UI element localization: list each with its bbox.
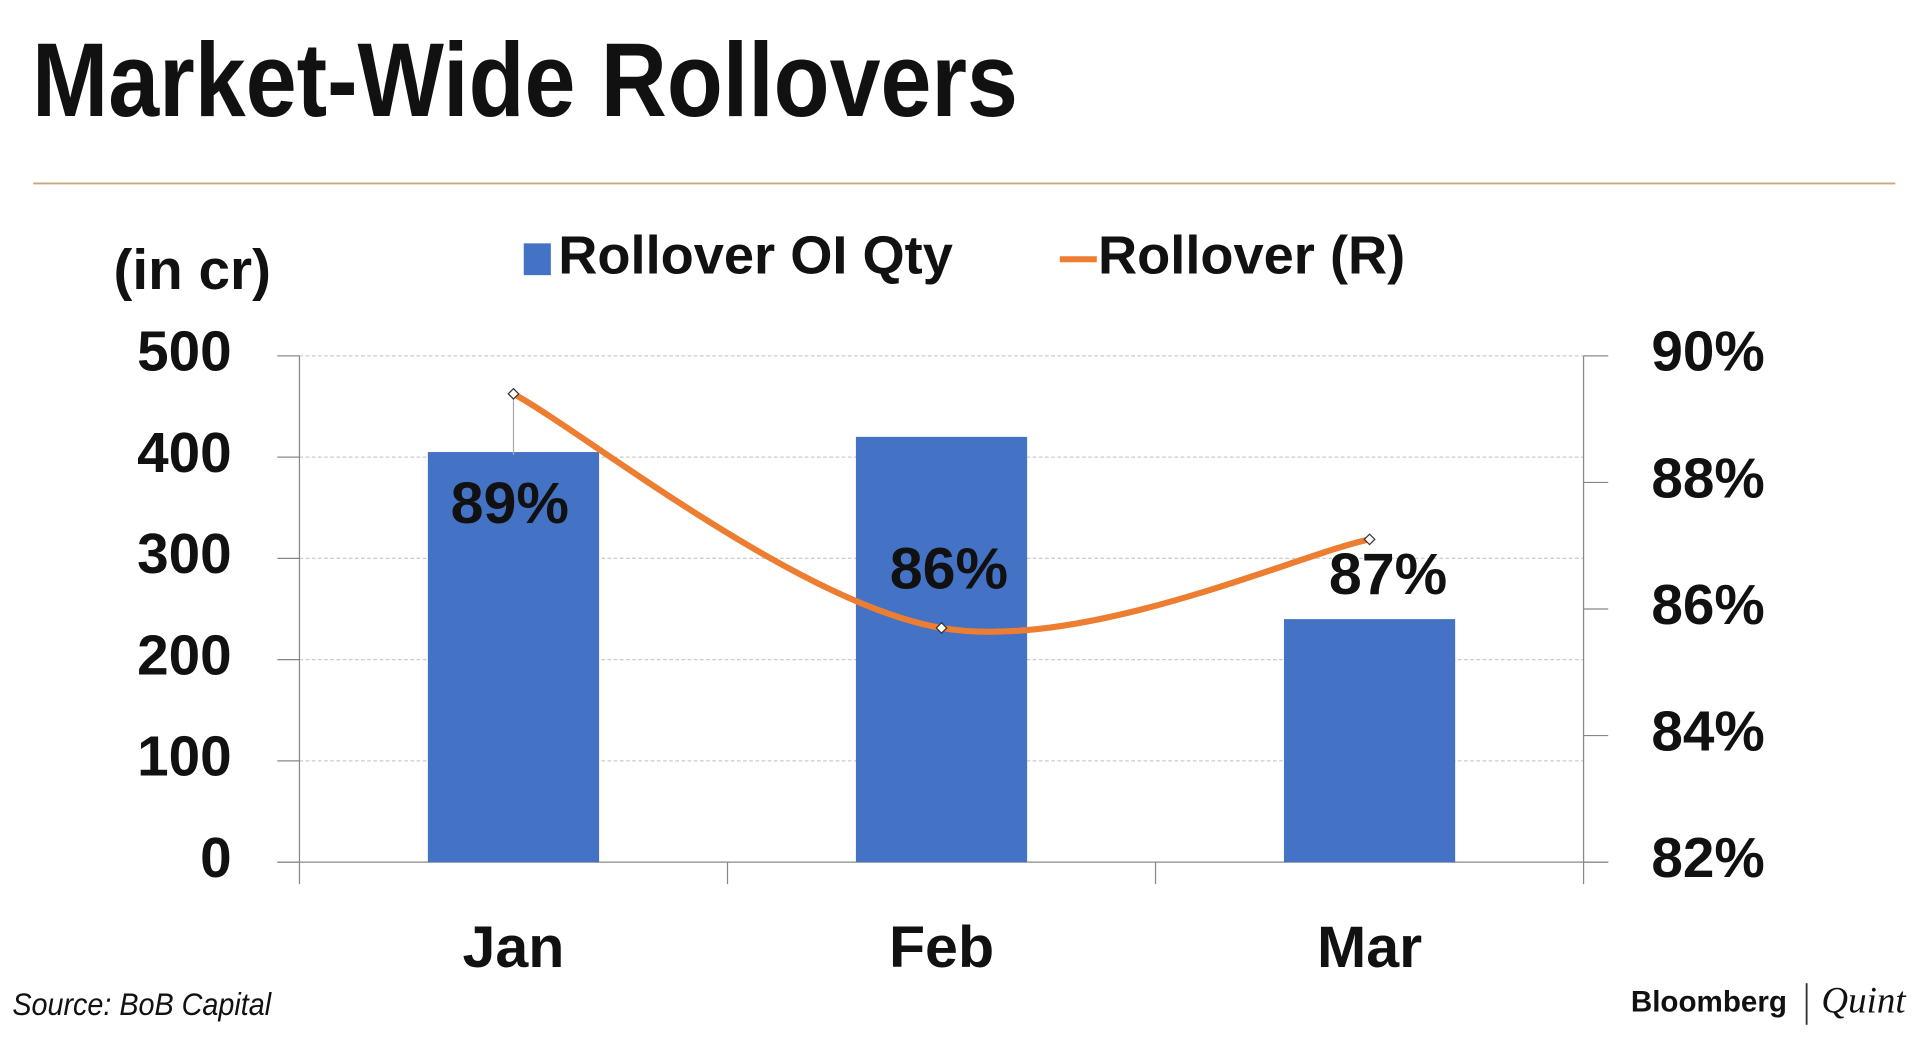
data-label: 87% [1329,542,1447,607]
point [507,387,520,400]
point [1363,533,1376,546]
bar [855,436,1028,863]
point [935,621,948,635]
x-tick-label: Mar [1317,915,1422,980]
y2-tick-label: 86% [1651,573,1764,636]
y-tick-label: 200 [137,624,232,687]
y-tick-label: 100 [137,725,232,788]
brand: Bloomberg [1631,986,1787,1019]
y2-tick-label: 88% [1651,446,1764,509]
source: Source: BoB Capital [12,986,272,1022]
y-tick-label: 500 [137,320,232,383]
data-label: 89% [451,471,569,536]
legend-label: Rollover (R) [1098,226,1405,286]
y-tick-label: 300 [137,522,232,585]
y-axis-label: (in cr) [114,238,271,301]
y-tick-label: 0 [200,826,232,889]
brand: Quint [1821,980,1906,1021]
legend-swatch [523,243,551,276]
y2-tick-label: 90% [1651,320,1764,383]
chart-title: Market-Wide Rollovers [32,21,1018,139]
y2-tick-label: 82% [1651,826,1764,889]
x-tick-label: Feb [889,915,994,980]
x-tick-label: Jan [463,915,565,980]
y2-tick-label: 84% [1651,700,1764,763]
data-label: 86% [890,537,1008,602]
y-tick-label: 400 [137,421,232,484]
bar [427,452,600,863]
bar [1283,619,1456,863]
legend-label: Rollover OI Qty [558,226,953,286]
